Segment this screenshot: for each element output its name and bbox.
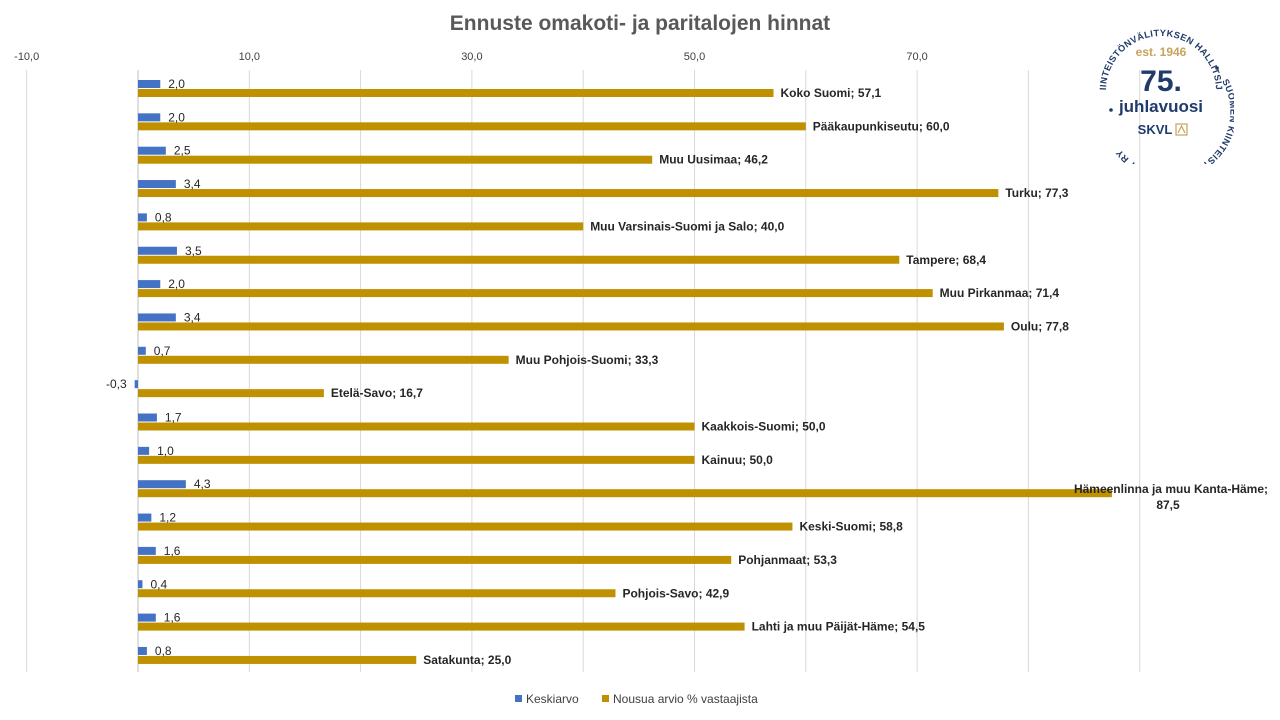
bar-keskiarvo (138, 280, 161, 289)
data-label-keskiarvo: 4,3 (194, 477, 211, 491)
bar-nousua (138, 355, 509, 364)
bar-nousua (138, 555, 732, 564)
data-label-nousua: Turku; 77,3 (1005, 186, 1068, 200)
badge-est: est. 1946 (1136, 45, 1187, 59)
data-label-nousua: Kainuu; 50,0 (702, 453, 774, 467)
legend: Keskiarvo Nousua arvio % vastaajista (515, 692, 758, 706)
data-label-keskiarvo: 1,0 (157, 444, 174, 458)
data-label-nousua: Koko Suomi; 57,1 (781, 86, 882, 100)
data-label-keskiarvo: 3,4 (184, 177, 201, 191)
bar-keskiarvo (138, 446, 150, 455)
badge-dot (1109, 108, 1113, 112)
bar-keskiarvo (138, 313, 176, 322)
data-label-nousua: Muu Pirkanmaa; 71,4 (940, 286, 1060, 300)
data-label-keskiarvo: 3,5 (185, 244, 202, 258)
x-axis-ticks: -10,0 10,0 30,0 50,0 70,0 (14, 51, 928, 63)
data-label-keskiarvo: 3,4 (184, 310, 201, 324)
data-label-nousua: Tampere; 68,4 (906, 253, 986, 267)
x-tick-label: 50,0 (684, 51, 705, 63)
x-tick-label: -10,0 (14, 51, 39, 63)
bar-keskiarvo (138, 146, 166, 155)
bar-nousua (138, 189, 999, 198)
bar-nousua (138, 122, 806, 131)
data-label-nousua: Keski-Suomi; 58,8 (799, 520, 903, 534)
bar-keskiarvo (138, 80, 161, 88)
anniversary-badge: KIINTEISTÖNVÄLITYKSEN HALLITSIJA SUOMEN … (1088, 18, 1234, 164)
data-label-nousua-value: 87,5 (1156, 498, 1180, 512)
bar-nousua (138, 589, 616, 598)
bar-nousua (138, 489, 1112, 498)
data-label-nousua: Pohjois-Savo; 42,9 (622, 586, 729, 600)
bar-nousua (138, 522, 793, 531)
bar-keskiarvo (138, 246, 177, 255)
data-label-keskiarvo: 0,8 (155, 210, 172, 224)
data-label-nousua: Muu Uusimaa; 46,2 (659, 153, 768, 167)
data-label-keskiarvo: 1,6 (164, 544, 181, 558)
data-label-keskiarvo: 2,0 (168, 277, 185, 291)
legend-swatch-keskiarvo (515, 695, 522, 702)
data-label-nousua: Lahti ja muu Päijät-Häme; 54,5 (752, 620, 926, 634)
bar-keskiarvo (134, 380, 138, 389)
badge-dot (1215, 66, 1219, 70)
data-label-nousua: Pohjanmaat; 53,3 (738, 553, 837, 567)
data-label-nousua: Muu Pohjois-Suomi; 33,3 (516, 353, 659, 367)
data-label-keskiarvo: 0,7 (154, 344, 171, 358)
bar-keskiarvo (138, 180, 176, 189)
badge-number: 75. (1140, 65, 1182, 98)
bar-keskiarvo (138, 213, 147, 222)
data-label-keskiarvo: 0,8 (155, 644, 172, 658)
bar-keskiarvo (138, 613, 156, 622)
data-label-keskiarvo: -0,3 (106, 377, 127, 391)
legend-label-keskiarvo: Keskiarvo (526, 692, 579, 706)
data-label-nousua: Pääkaupunkiseutu; 60,0 (813, 119, 950, 133)
data-label-nousua: Etelä-Savo; 16,7 (331, 386, 423, 400)
bar-keskiarvo (138, 413, 157, 422)
bar-keskiarvo (138, 480, 186, 489)
x-tick-label: 70,0 (906, 51, 927, 63)
bar-nousua (138, 455, 695, 464)
data-label-keskiarvo: 2,0 (168, 77, 185, 91)
bar-keskiarvo (138, 513, 152, 522)
bars (134, 80, 1112, 664)
bar-nousua (138, 655, 417, 664)
bar-nousua (138, 155, 653, 164)
data-label-keskiarvo: 1,7 (165, 411, 182, 425)
x-tick-label: 30,0 (461, 51, 482, 63)
data-label-nousua: Satakunta; 25,0 (423, 653, 511, 667)
data-label-nousua: Oulu; 77,8 (1011, 319, 1069, 333)
bar-nousua (138, 422, 695, 431)
legend-swatch-nousua (602, 695, 609, 702)
bar-keskiarvo (138, 646, 147, 655)
badge-word: juhlavuosi (1118, 97, 1203, 116)
bar-nousua (138, 322, 1004, 331)
bar-nousua (138, 89, 774, 97)
bar-nousua (138, 389, 324, 398)
house-icon (1175, 123, 1188, 136)
bar-nousua (138, 222, 584, 231)
data-label-keskiarvo: 1,6 (164, 611, 181, 625)
bar-keskiarvo (138, 580, 143, 589)
bar-keskiarvo (138, 546, 156, 555)
data-label-nousua: Hämeenlinna ja muu Kanta-Häme; (1074, 482, 1268, 496)
gridlines (26, 70, 1141, 672)
legend-label-nousua: Nousua arvio % vastaajista (613, 692, 758, 706)
x-tick-label: 10,0 (239, 51, 260, 63)
bar-keskiarvo (138, 346, 146, 355)
data-label-nousua: Muu Varsinais-Suomi ja Salo; 40,0 (590, 219, 784, 233)
bar-nousua (138, 289, 933, 298)
bar-nousua (138, 622, 745, 631)
data-label-nousua: Kaakkois-Suomi; 50,0 (702, 420, 826, 434)
data-labels: 2,0 Koko Suomi; 57,1 2,0 Pääkaupunkiseutu; … (106, 77, 1268, 667)
data-label-keskiarvo: 1,2 (159, 511, 176, 525)
chart-title: Ennuste omakoti- ja paritalojen hinnat (449, 12, 831, 35)
data-label-keskiarvo: 2,5 (174, 144, 191, 158)
badge-brand: SKVL (1138, 122, 1173, 137)
house-roof-icon (1177, 124, 1186, 134)
bar-keskiarvo (138, 113, 161, 122)
bar-nousua (138, 255, 900, 264)
data-label-keskiarvo: 2,0 (168, 110, 185, 124)
data-label-keskiarvo: 0,4 (150, 577, 167, 591)
